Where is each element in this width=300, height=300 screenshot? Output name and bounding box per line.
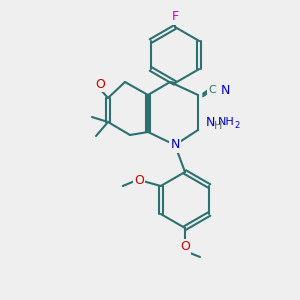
Text: H: H	[214, 121, 222, 131]
Text: O: O	[134, 175, 144, 188]
Text: 2: 2	[234, 122, 239, 130]
Text: N: N	[220, 83, 230, 97]
Text: N: N	[206, 116, 215, 128]
Text: NH: NH	[218, 117, 235, 127]
Text: F: F	[171, 11, 178, 23]
Text: C: C	[208, 85, 216, 95]
Text: O: O	[180, 241, 190, 254]
Text: N: N	[170, 139, 180, 152]
Text: O: O	[95, 77, 105, 91]
